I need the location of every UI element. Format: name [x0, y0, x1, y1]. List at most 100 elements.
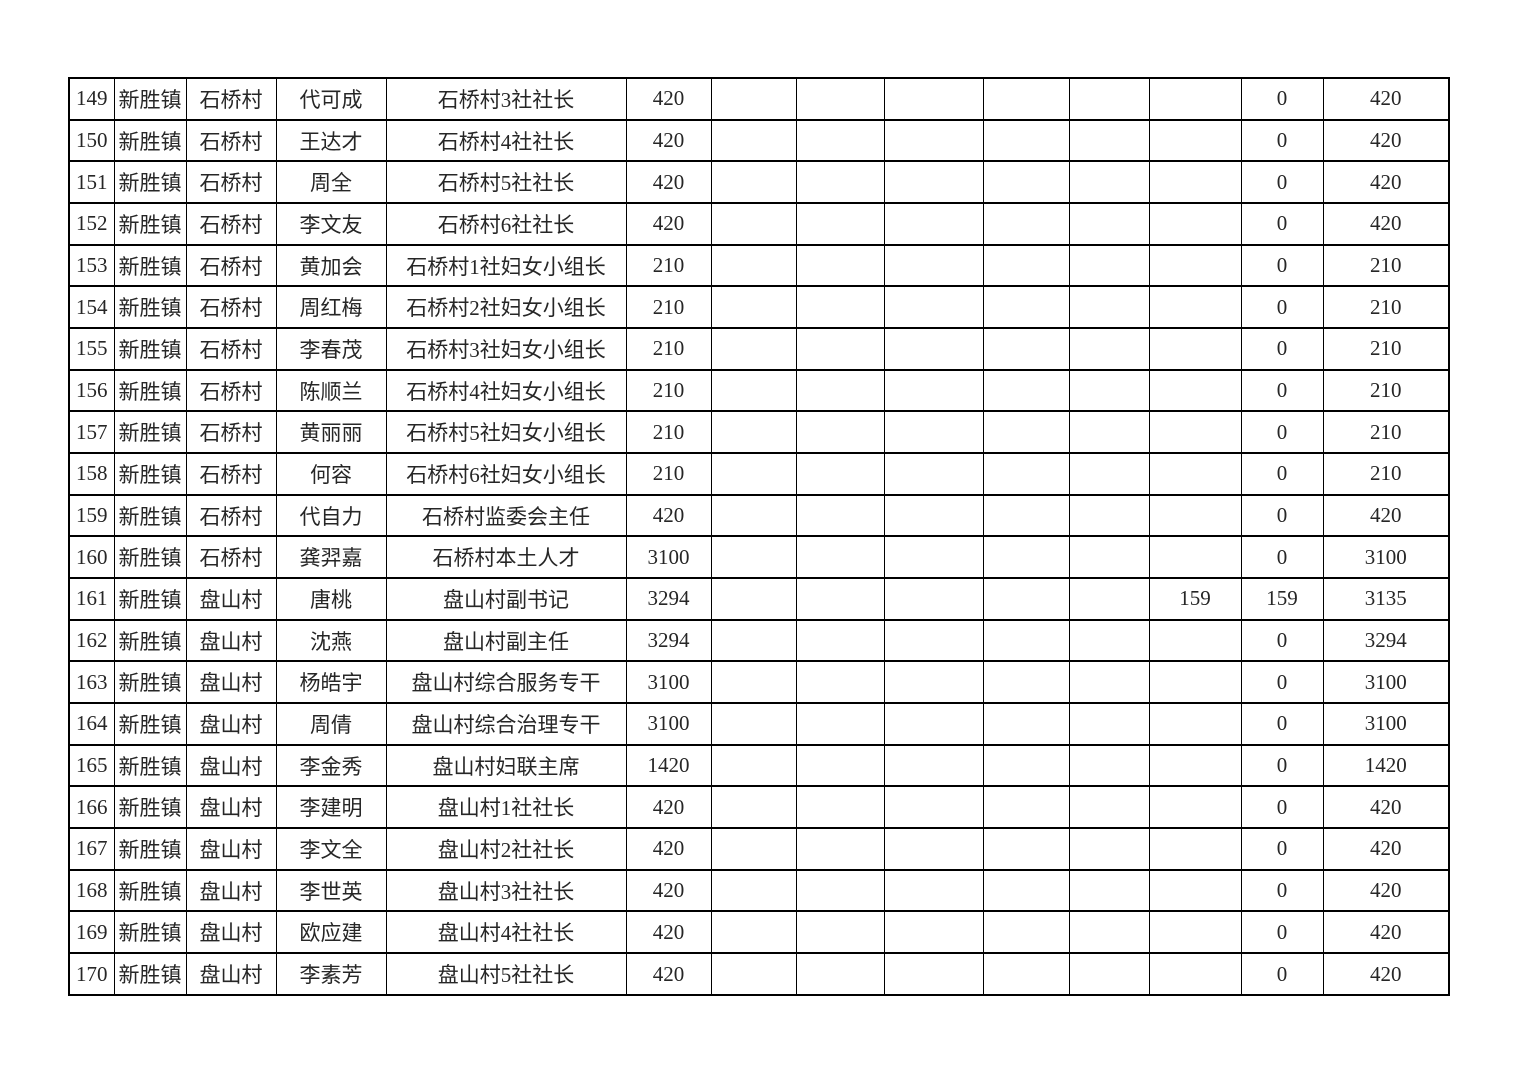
- cell-value-b: 0: [1240, 327, 1324, 371]
- cell-row-number: 153: [68, 243, 115, 288]
- cell-final-amount: 420: [1322, 785, 1450, 830]
- cell-value-a: [1148, 702, 1242, 746]
- cell-village: 石桥村: [185, 160, 277, 205]
- cell-empty-4: [982, 368, 1070, 413]
- cell-empty-1: [710, 785, 797, 830]
- cell-empty-4: [982, 118, 1070, 163]
- cell-value-a: [1148, 368, 1242, 413]
- cell-empty-2: [795, 952, 885, 996]
- cell-amount: 210: [625, 368, 712, 413]
- cell-person-name: 沈燕: [275, 618, 387, 663]
- table-row: 153 新胜镇 石桥村 黄加会 石桥村1社妇女小组长 210 0 210: [68, 243, 1450, 288]
- cell-row-number: 167: [68, 827, 115, 871]
- cell-position-title: 盘山村5社社长: [385, 952, 627, 996]
- cell-town: 新胜镇: [113, 535, 187, 580]
- cell-village: 石桥村: [185, 452, 277, 496]
- cell-empty-3: [883, 868, 984, 913]
- cell-value-a: [1148, 827, 1242, 871]
- table-row: 154 新胜镇 石桥村 周红梅 石桥村2社妇女小组长 210 0 210: [68, 285, 1450, 330]
- cell-person-name: 李金秀: [275, 743, 387, 788]
- cell-row-number: 168: [68, 868, 115, 913]
- cell-position-title: 盘山村1社社长: [385, 785, 627, 830]
- cell-empty-1: [710, 452, 797, 496]
- cell-position-title: 石桥村2社妇女小组长: [385, 285, 627, 330]
- cell-value-b: 0: [1240, 410, 1324, 455]
- cell-empty-2: [795, 535, 885, 580]
- cell-empty-5: [1068, 577, 1150, 621]
- cell-position-title: 石桥村本土人才: [385, 535, 627, 580]
- cell-final-amount: 3100: [1322, 660, 1450, 705]
- cell-value-a: [1148, 660, 1242, 705]
- cell-row-number: 152: [68, 202, 115, 246]
- cell-empty-3: [883, 910, 984, 955]
- cell-person-name: 杨皓宇: [275, 660, 387, 705]
- cell-empty-5: [1068, 118, 1150, 163]
- cell-village: 盘山村: [185, 910, 277, 955]
- cell-person-name: 龚羿嘉: [275, 535, 387, 580]
- cell-town: 新胜镇: [113, 118, 187, 163]
- cell-village: 盘山村: [185, 785, 277, 830]
- cell-person-name: 李文全: [275, 827, 387, 871]
- cell-empty-3: [883, 660, 984, 705]
- cell-empty-2: [795, 827, 885, 871]
- cell-position-title: 石桥村6社社长: [385, 202, 627, 246]
- cell-final-amount: 210: [1322, 410, 1450, 455]
- cell-position-title: 盘山村3社社长: [385, 868, 627, 913]
- cell-empty-5: [1068, 868, 1150, 913]
- cell-empty-2: [795, 868, 885, 913]
- cell-town: 新胜镇: [113, 952, 187, 996]
- table-row: 160 新胜镇 石桥村 龚羿嘉 石桥村本土人才 3100 0 3100: [68, 535, 1450, 580]
- cell-empty-3: [883, 577, 984, 621]
- table-row: 163 新胜镇 盘山村 杨皓宇 盘山村综合服务专干 3100 0 3100: [68, 660, 1450, 705]
- cell-final-amount: 420: [1322, 868, 1450, 913]
- cell-position-title: 石桥村3社妇女小组长: [385, 327, 627, 371]
- cell-position-title: 盘山村综合服务专干: [385, 660, 627, 705]
- cell-value-a: [1148, 868, 1242, 913]
- cell-amount: 420: [625, 160, 712, 205]
- cell-amount: 420: [625, 202, 712, 246]
- cell-final-amount: 420: [1322, 77, 1450, 121]
- cell-position-title: 盘山村副主任: [385, 618, 627, 663]
- cell-empty-3: [883, 202, 984, 246]
- cell-row-number: 149: [68, 77, 115, 121]
- table-row: 166 新胜镇 盘山村 李建明 盘山村1社社长 420 0 420: [68, 785, 1450, 830]
- cell-value-a: [1148, 535, 1242, 580]
- cell-empty-3: [883, 368, 984, 413]
- cell-value-b: 0: [1240, 243, 1324, 288]
- cell-empty-2: [795, 577, 885, 621]
- cell-value-a: [1148, 410, 1242, 455]
- cell-empty-1: [710, 868, 797, 913]
- cell-empty-2: [795, 160, 885, 205]
- cell-empty-5: [1068, 618, 1150, 663]
- cell-village: 盘山村: [185, 952, 277, 996]
- table-row: 164 新胜镇 盘山村 周倩 盘山村综合治理专干 3100 0 3100: [68, 702, 1450, 746]
- cell-person-name: 唐桃: [275, 577, 387, 621]
- cell-empty-2: [795, 660, 885, 705]
- cell-empty-5: [1068, 410, 1150, 455]
- cell-empty-1: [710, 660, 797, 705]
- cell-empty-1: [710, 160, 797, 205]
- cell-value-a: [1148, 618, 1242, 663]
- cell-village: 盘山村: [185, 660, 277, 705]
- cell-value-b: 0: [1240, 160, 1324, 205]
- cell-empty-4: [982, 660, 1070, 705]
- cell-empty-5: [1068, 785, 1150, 830]
- cell-person-name: 何容: [275, 452, 387, 496]
- cell-value-b: 0: [1240, 743, 1324, 788]
- cell-row-number: 164: [68, 702, 115, 746]
- cell-empty-1: [710, 577, 797, 621]
- cell-empty-1: [710, 118, 797, 163]
- cell-value-b: 0: [1240, 702, 1324, 746]
- cell-amount: 420: [625, 827, 712, 871]
- cell-person-name: 李素芳: [275, 952, 387, 996]
- table-row: 168 新胜镇 盘山村 李世英 盘山村3社社长 420 0 420: [68, 868, 1450, 913]
- cell-empty-3: [883, 118, 984, 163]
- cell-value-a: [1148, 743, 1242, 788]
- table-row: 161 新胜镇 盘山村 唐桃 盘山村副书记 3294 159 159 3135: [68, 577, 1450, 621]
- cell-value-a: [1148, 77, 1242, 121]
- cell-value-b: 0: [1240, 785, 1324, 830]
- cell-empty-4: [982, 952, 1070, 996]
- cell-row-number: 158: [68, 452, 115, 496]
- cell-person-name: 黄丽丽: [275, 410, 387, 455]
- cell-row-number: 169: [68, 910, 115, 955]
